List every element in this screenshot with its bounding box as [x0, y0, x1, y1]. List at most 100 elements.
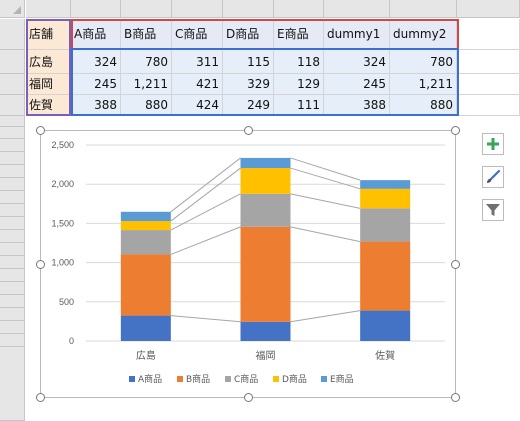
row-header-3[interactable]: [0, 74, 25, 95]
resize-handle-left[interactable]: [36, 260, 45, 269]
empty-cell[interactable]: [457, 95, 520, 116]
legend-label: A商品: [138, 373, 162, 385]
legend-marker: [129, 376, 135, 382]
column-header-a[interactable]: [26, 0, 71, 18]
data-cell[interactable]: 1,211: [121, 74, 172, 95]
row-header-19[interactable]: [0, 295, 25, 308]
values-range-highlight: [71, 48, 459, 116]
row-header-6[interactable]: [0, 127, 25, 139]
series-line: [290, 157, 361, 181]
data-cell[interactable]: 311: [172, 50, 223, 74]
data-cell[interactable]: 780: [121, 50, 172, 74]
data-cell[interactable]: 324: [324, 50, 390, 74]
bar-segment[interactable]: [240, 157, 291, 169]
bar-segment[interactable]: [240, 168, 291, 194]
row-header-8[interactable]: [0, 152, 25, 165]
row-header-21[interactable]: [0, 321, 25, 334]
bar-segment[interactable]: [240, 226, 291, 322]
data-cell[interactable]: 245: [324, 74, 390, 95]
column-header-c[interactable]: [121, 0, 172, 18]
bar-segment[interactable]: [120, 211, 171, 222]
bar-segment[interactable]: [360, 208, 411, 242]
column-header-b[interactable]: [71, 0, 121, 18]
data-cell[interactable]: 118: [274, 50, 324, 74]
data-cell[interactable]: 421: [172, 74, 223, 95]
select-all-corner[interactable]: [0, 0, 25, 18]
bar-segment[interactable]: [360, 310, 411, 341]
header-cell[interactable]: B商品: [121, 19, 172, 50]
resize-handle-top-left[interactable]: [36, 126, 45, 135]
column-header-d[interactable]: [172, 0, 223, 18]
data-cell[interactable]: 388: [324, 95, 390, 116]
series-line: [290, 310, 361, 323]
chart-elements-button[interactable]: [482, 133, 504, 155]
header-cell[interactable]: E商品: [274, 19, 324, 50]
row-header-11[interactable]: [0, 191, 25, 204]
row-header-5[interactable]: [0, 116, 25, 127]
row-header-10[interactable]: [0, 178, 25, 191]
legend-label: E商品: [330, 373, 354, 385]
data-cell[interactable]: 129: [274, 74, 324, 95]
header-cell[interactable]: 店舗: [26, 19, 71, 50]
row-header-15[interactable]: [0, 243, 25, 256]
bar-segment[interactable]: [360, 188, 411, 209]
header-cell[interactable]: C商品: [172, 19, 223, 50]
data-cell[interactable]: 115: [223, 50, 274, 74]
data-cell[interactable]: 111: [274, 95, 324, 116]
resize-handle-top[interactable]: [244, 126, 253, 135]
chart-filters-button[interactable]: [482, 199, 504, 221]
chart-styles-button[interactable]: [482, 166, 504, 188]
resize-handle-right[interactable]: [451, 260, 460, 269]
data-cell[interactable]: 324: [71, 50, 121, 74]
resize-handle-bottom-right[interactable]: [451, 393, 460, 402]
data-cell[interactable]: 245: [71, 74, 121, 95]
bar-segment[interactable]: [120, 230, 171, 255]
brush-icon: [487, 169, 501, 183]
series-line: [290, 193, 361, 209]
column-header-e[interactable]: [223, 0, 274, 18]
data-cell[interactable]: 広島: [26, 50, 71, 74]
empty-cell[interactable]: [457, 50, 520, 74]
resize-handle-bottom[interactable]: [244, 393, 253, 402]
resize-handle-top-right[interactable]: [451, 126, 460, 135]
header-cell[interactable]: dummy2: [390, 19, 457, 50]
row-header-7[interactable]: [0, 139, 25, 152]
bar-segment[interactable]: [240, 193, 291, 227]
stacked-bar-chart[interactable]: 0 500 1,000 1,500 2,000 2,500 広島 福岡 佐賀 A商品 B商品 C商品 D…: [41, 131, 457, 399]
row-header-18[interactable]: [0, 282, 25, 295]
empty-cell[interactable]: [457, 74, 520, 95]
column-header-h[interactable]: [390, 0, 457, 18]
resize-handle-bottom-left[interactable]: [36, 393, 45, 402]
row-header-16[interactable]: [0, 256, 25, 269]
row-header-22[interactable]: [0, 334, 25, 347]
row-header-12[interactable]: [0, 204, 25, 217]
row-header-2[interactable]: [0, 50, 25, 74]
row-header-1[interactable]: [0, 19, 25, 50]
bar-segment[interactable]: [240, 321, 291, 341]
row-header-13[interactable]: [0, 217, 25, 230]
row-header-23[interactable]: [0, 347, 25, 421]
empty-cell[interactable]: [457, 19, 520, 50]
header-cell[interactable]: D商品: [223, 19, 274, 50]
bar-segment[interactable]: [120, 254, 171, 316]
row-header-14[interactable]: [0, 230, 25, 243]
column-header-g[interactable]: [324, 0, 390, 18]
bar-segment[interactable]: [360, 180, 411, 189]
row-header-20[interactable]: [0, 308, 25, 321]
data-cell[interactable]: 1,211: [390, 74, 457, 95]
row-header-4[interactable]: [0, 95, 25, 116]
chart-area[interactable]: 0 500 1,000 1,500 2,000 2,500 広島 福岡 佐賀 A商品 B商品 C商品 D…: [36, 126, 460, 402]
bar-segment[interactable]: [360, 241, 411, 311]
data-cell[interactable]: 福岡: [26, 74, 71, 95]
row-header-9[interactable]: [0, 165, 25, 178]
column-header-f[interactable]: [274, 0, 324, 18]
column-header-i[interactable]: [457, 0, 520, 18]
bar-segment[interactable]: [120, 315, 171, 341]
data-cell[interactable]: 780: [390, 50, 457, 74]
row-header-17[interactable]: [0, 269, 25, 282]
bar-segment[interactable]: [120, 221, 171, 231]
series-line: [170, 193, 241, 231]
data-cell[interactable]: 329: [223, 74, 274, 95]
header-cell[interactable]: dummy1: [324, 19, 390, 50]
